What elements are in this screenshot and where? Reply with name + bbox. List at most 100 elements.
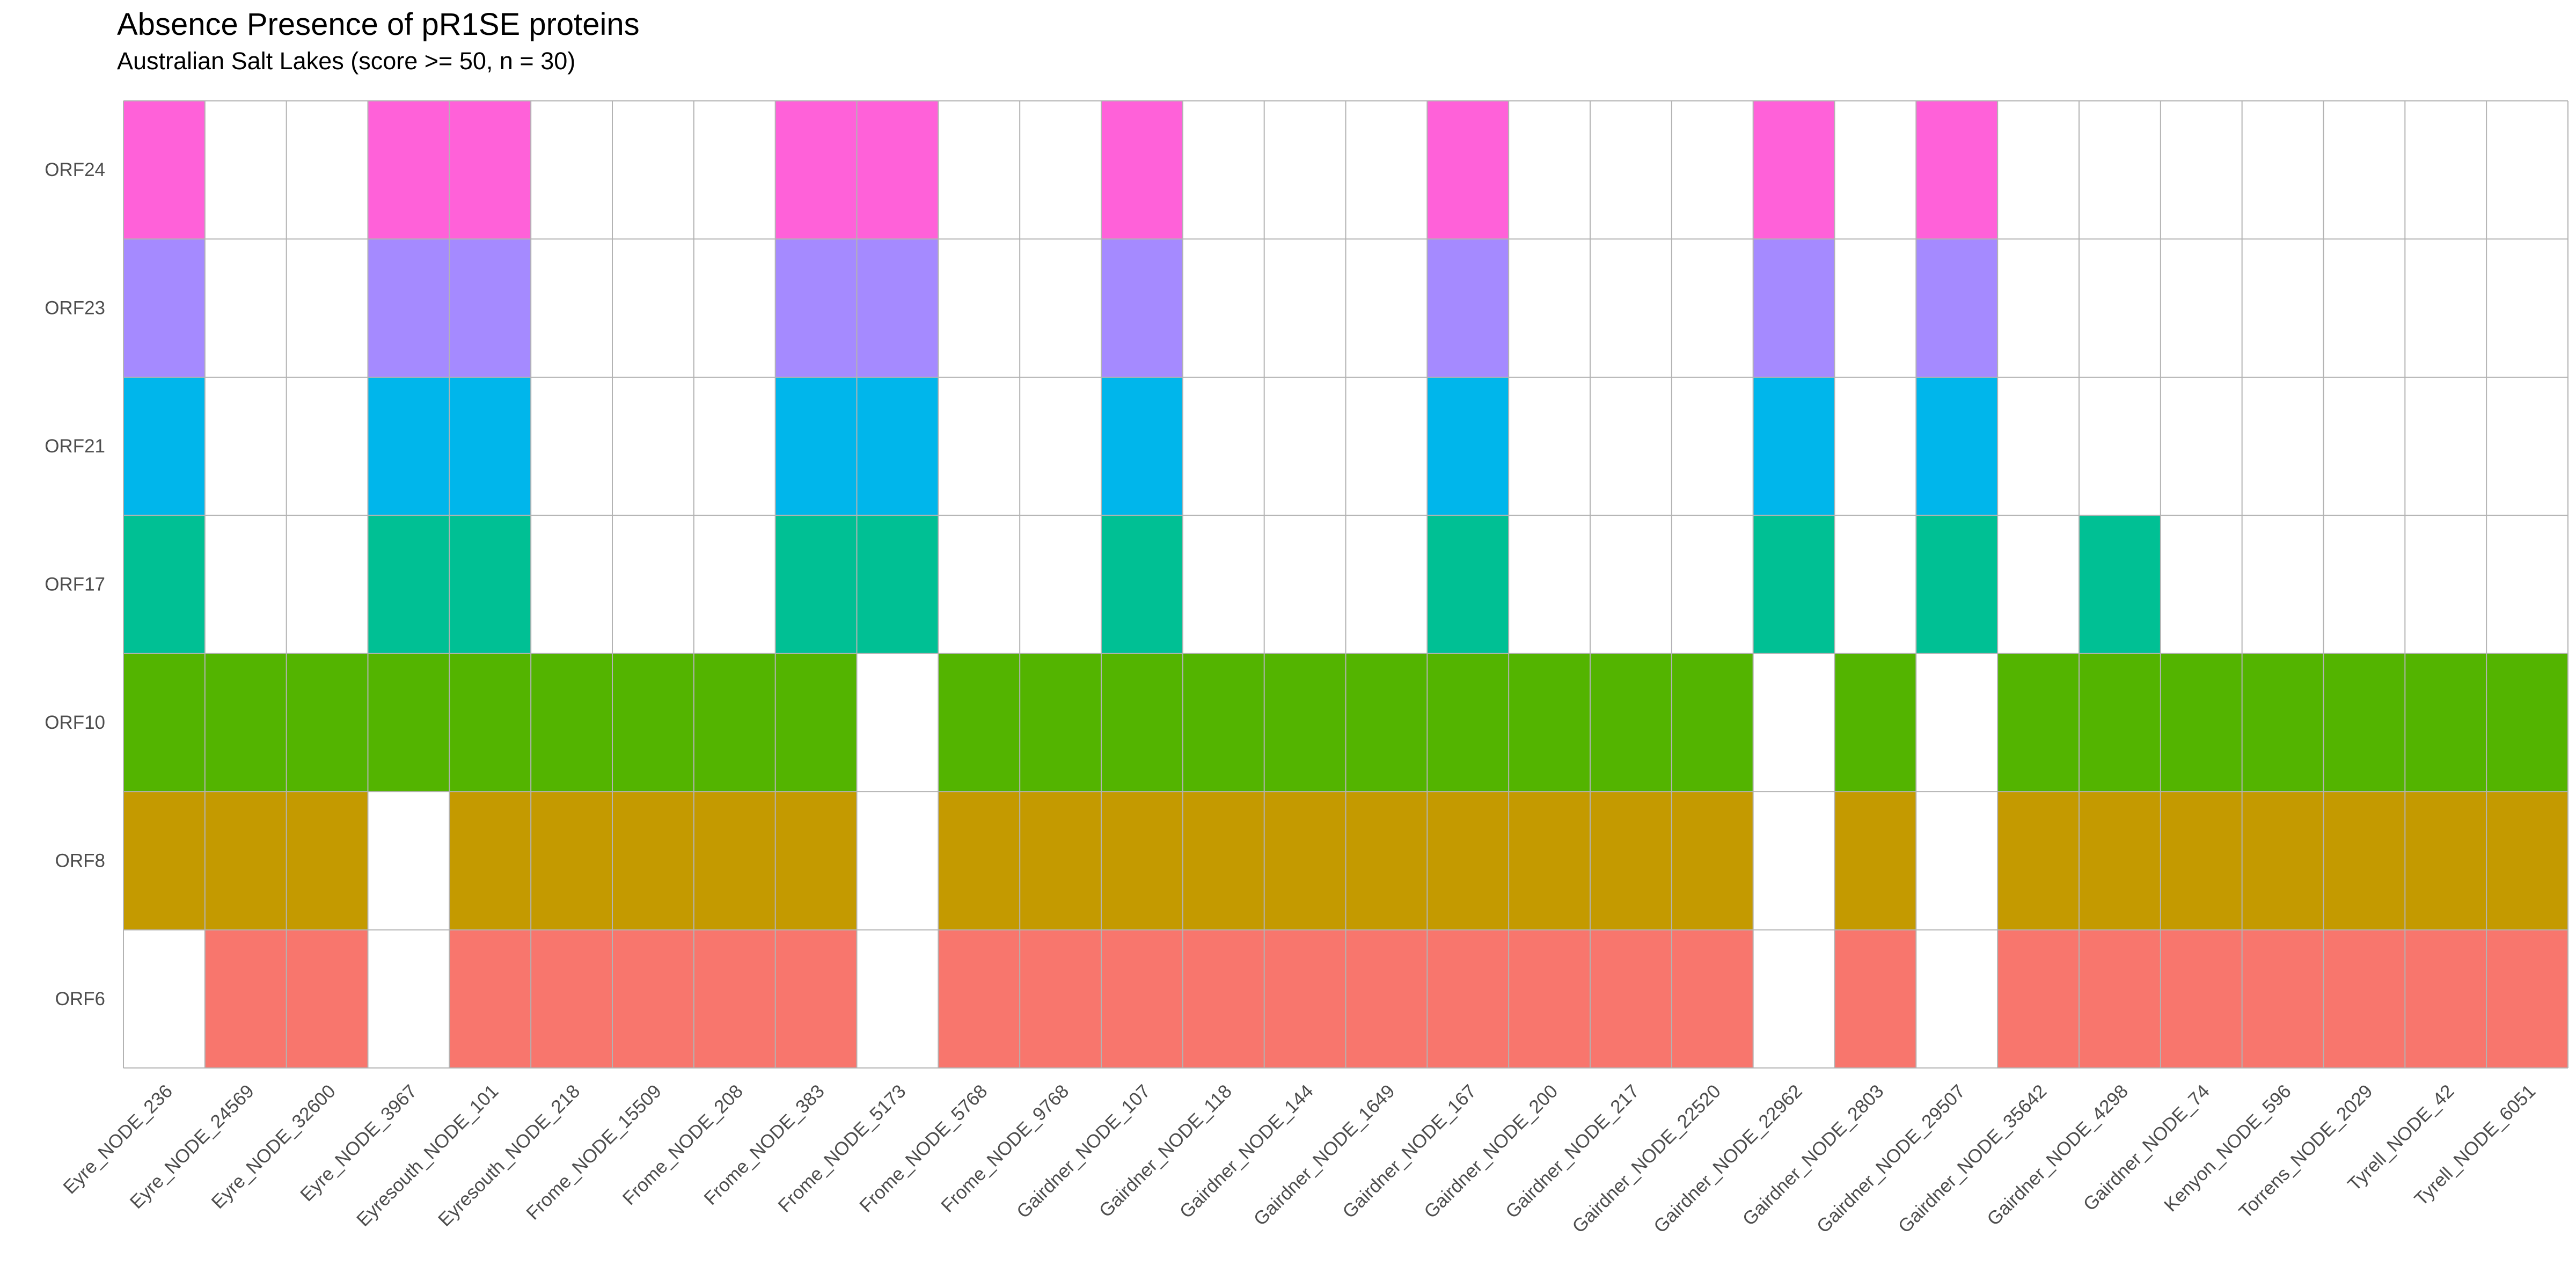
- cell-orf6-eyresouth-node-218: [531, 930, 612, 1068]
- cell-orf10-eyre-node-32600: [286, 653, 368, 792]
- cell-orf21-torrens-node-2029: [2323, 377, 2405, 516]
- y-tick-label: ORF21: [45, 436, 105, 457]
- cell-orf8-gairdner-node-2803: [1834, 792, 1916, 930]
- cell-orf8-tyrell-node-6051: [2486, 792, 2568, 930]
- cell-orf21-gairdner-node-167: [1427, 377, 1509, 516]
- cell-orf17-eyre-node-3967: [368, 515, 450, 654]
- cell-orf17-eyre-node-24569: [204, 515, 287, 654]
- cell-orf23-torrens-node-2029: [2323, 239, 2405, 377]
- cell-orf8-gairdner-node-74: [2160, 792, 2242, 930]
- cell-orf8-eyre-node-3967: [368, 792, 450, 930]
- cell-orf24-frome-node-5768: [938, 101, 1020, 239]
- cell-orf6-gairdner-node-217: [1590, 930, 1672, 1068]
- cell-orf23-eyre-node-3967: [368, 239, 450, 377]
- cell-orf10-gairdner-node-22520: [1671, 653, 1753, 792]
- cell-orf10-gairdner-node-118: [1182, 653, 1264, 792]
- cell-orf21-frome-node-383: [775, 377, 857, 516]
- cell-orf8-gairdner-node-29507: [1916, 792, 1998, 930]
- cell-orf24-frome-node-5173: [857, 101, 939, 239]
- heatmap-grid: [123, 100, 2568, 1069]
- cell-orf17-frome-node-5768: [938, 515, 1020, 654]
- cell-orf21-frome-node-5173: [857, 377, 939, 516]
- cell-orf24-eyre-node-24569: [204, 101, 287, 239]
- cell-orf17-frome-node-15509: [612, 515, 694, 654]
- cell-orf21-gairdner-node-200: [1509, 377, 1590, 516]
- cell-orf24-gairdner-node-200: [1509, 101, 1590, 239]
- cell-orf21-gairdner-node-74: [2160, 377, 2242, 516]
- cell-orf6-gairdner-node-107: [1101, 930, 1183, 1068]
- cell-orf21-gairdner-node-29507: [1916, 377, 1998, 516]
- cell-orf17-torrens-node-2029: [2323, 515, 2405, 654]
- cell-orf10-gairdner-node-2803: [1834, 653, 1916, 792]
- cell-orf6-gairdner-node-144: [1264, 930, 1346, 1068]
- cell-orf17-eyresouth-node-101: [449, 515, 531, 654]
- cell-orf8-frome-node-9768: [1020, 792, 1101, 930]
- x-tick-label: Gairdner_NODE_2803: [1739, 1081, 1888, 1230]
- cell-orf23-gairdner-node-217: [1590, 239, 1672, 377]
- cell-orf17-frome-node-5173: [857, 515, 939, 654]
- cell-orf21-gairdner-node-107: [1101, 377, 1183, 516]
- cell-orf8-frome-node-5768: [938, 792, 1020, 930]
- cell-orf24-gairdner-node-2803: [1834, 101, 1916, 239]
- y-tick-label: ORF24: [45, 159, 105, 180]
- cell-orf21-gairdner-node-144: [1264, 377, 1346, 516]
- cell-orf23-frome-node-5768: [938, 239, 1020, 377]
- x-tick-label: Gairdner_NODE_4298: [1983, 1081, 2132, 1230]
- cell-orf21-frome-node-15509: [612, 377, 694, 516]
- cell-orf6-frome-node-383: [775, 930, 857, 1068]
- cell-orf17-gairdner-node-217: [1590, 515, 1672, 654]
- cell-orf23-frome-node-383: [775, 239, 857, 377]
- cell-orf23-gairdner-node-200: [1509, 239, 1590, 377]
- cell-orf6-eyre-node-3967: [368, 930, 450, 1068]
- chart-subtitle: Australian Salt Lakes (score >= 50, n = …: [117, 47, 576, 75]
- cell-orf23-kenyon-node-596: [2242, 239, 2324, 377]
- cell-orf8-frome-node-208: [693, 792, 775, 930]
- cell-orf8-eyre-node-24569: [204, 792, 287, 930]
- cell-orf21-gairdner-node-2803: [1834, 377, 1916, 516]
- cell-orf8-gairdner-node-22520: [1671, 792, 1753, 930]
- cell-orf17-gairdner-node-29507: [1916, 515, 1998, 654]
- cell-orf6-eyre-node-24569: [204, 930, 287, 1068]
- cell-orf21-gairdner-node-1649: [1345, 377, 1428, 516]
- cell-orf8-gairdner-node-107: [1101, 792, 1183, 930]
- cell-orf21-eyre-node-3967: [368, 377, 450, 516]
- cell-orf23-eyre-node-32600: [286, 239, 368, 377]
- cell-orf6-gairdner-node-118: [1182, 930, 1264, 1068]
- cell-orf6-frome-node-208: [693, 930, 775, 1068]
- cell-orf10-frome-node-5768: [938, 653, 1020, 792]
- cell-orf24-gairdner-node-29507: [1916, 101, 1998, 239]
- cell-orf8-gairdner-node-4298: [2079, 792, 2161, 930]
- cell-orf24-torrens-node-2029: [2323, 101, 2405, 239]
- cell-orf17-frome-node-9768: [1020, 515, 1101, 654]
- cell-orf6-torrens-node-2029: [2323, 930, 2405, 1068]
- cell-orf17-eyre-node-236: [123, 515, 205, 654]
- cell-orf21-eyresouth-node-101: [449, 377, 531, 516]
- cell-orf23-eyre-node-236: [123, 239, 205, 377]
- cell-orf23-gairdner-node-144: [1264, 239, 1346, 377]
- cell-orf24-eyre-node-236: [123, 101, 205, 239]
- cell-orf17-gairdner-node-2803: [1834, 515, 1916, 654]
- cell-orf21-gairdner-node-217: [1590, 377, 1672, 516]
- y-tick-label: ORF6: [55, 989, 105, 1009]
- cell-orf17-gairdner-node-118: [1182, 515, 1264, 654]
- cell-orf24-eyresouth-node-101: [449, 101, 531, 239]
- cell-orf6-frome-node-9768: [1020, 930, 1101, 1068]
- cell-orf17-gairdner-node-22962: [1753, 515, 1835, 654]
- heatmap-cells: [123, 101, 2568, 1068]
- cell-orf6-gairdner-node-167: [1427, 930, 1509, 1068]
- cell-orf8-gairdner-node-35642: [1997, 792, 2079, 930]
- cell-orf8-frome-node-5173: [857, 792, 939, 930]
- cell-orf24-gairdner-node-118: [1182, 101, 1264, 239]
- cell-orf17-gairdner-node-1649: [1345, 515, 1428, 654]
- cell-orf24-eyresouth-node-218: [531, 101, 612, 239]
- cell-orf23-frome-node-5173: [857, 239, 939, 377]
- cell-orf24-kenyon-node-596: [2242, 101, 2324, 239]
- cell-orf17-gairdner-node-107: [1101, 515, 1183, 654]
- cell-orf8-gairdner-node-1649: [1345, 792, 1428, 930]
- cell-orf8-gairdner-node-200: [1509, 792, 1590, 930]
- cell-orf23-eyresouth-node-218: [531, 239, 612, 377]
- x-tick-label: Gairdner_NODE_29507: [1813, 1081, 1970, 1238]
- cell-orf10-frome-node-383: [775, 653, 857, 792]
- cell-orf6-gairdner-node-4298: [2079, 930, 2161, 1068]
- cell-orf6-tyrell-node-6051: [2486, 930, 2568, 1068]
